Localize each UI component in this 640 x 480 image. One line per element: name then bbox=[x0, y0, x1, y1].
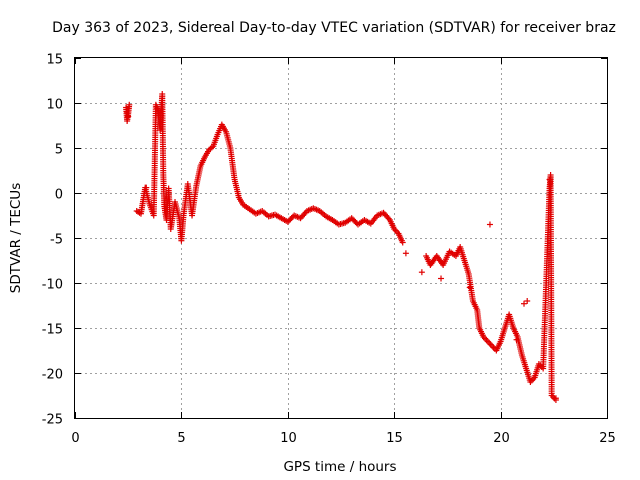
data-point bbox=[486, 221, 493, 228]
y-tick-label: -5 bbox=[50, 233, 63, 248]
x-tick-label: 25 bbox=[599, 431, 616, 446]
data-point bbox=[466, 284, 473, 291]
y-tick-label: -10 bbox=[42, 278, 63, 293]
data-point bbox=[124, 109, 131, 115]
plot-frame bbox=[74, 57, 608, 419]
x-tick-label: 5 bbox=[177, 431, 185, 446]
y-tick-label: -25 bbox=[42, 413, 63, 428]
data-point bbox=[399, 239, 406, 246]
grid-lines bbox=[75, 58, 607, 418]
x-tick-label: 15 bbox=[386, 431, 403, 446]
data-points bbox=[123, 91, 559, 403]
data-point bbox=[552, 395, 559, 402]
data-point bbox=[418, 269, 425, 276]
x-tick-label: 20 bbox=[493, 431, 510, 446]
x-axis-ticks: 0 5 10 15 20 25 bbox=[71, 58, 616, 446]
y-tick-label: 0 bbox=[55, 188, 63, 203]
x-axis-label: GPS time / hours bbox=[283, 459, 396, 475]
data-point bbox=[524, 298, 531, 304]
x-tick-label: 10 bbox=[280, 431, 297, 446]
data-point bbox=[125, 113, 132, 120]
y-axis-ticks: -25 -20 -15 -10 -5 0 5 10 15 bbox=[42, 53, 607, 428]
data-point bbox=[143, 184, 150, 191]
data-point bbox=[126, 101, 133, 108]
data-point bbox=[402, 250, 409, 257]
data-point bbox=[521, 300, 528, 307]
data-point bbox=[438, 275, 445, 282]
y-tick-label: -15 bbox=[42, 323, 63, 338]
data-point bbox=[546, 176, 553, 183]
y-tick-label: 15 bbox=[46, 53, 63, 68]
data-point bbox=[546, 191, 553, 198]
chart-title: Day 363 of 2023, Sidereal Day-to-day VTE… bbox=[52, 20, 616, 36]
y-tick-label: 5 bbox=[55, 143, 63, 158]
y-tick-label: -20 bbox=[42, 368, 63, 383]
x-tick-label: 0 bbox=[71, 431, 79, 446]
y-tick-label: 10 bbox=[46, 98, 63, 113]
y-axis-label: SDTVAR / TECUs bbox=[8, 183, 24, 293]
data-point bbox=[513, 336, 520, 343]
